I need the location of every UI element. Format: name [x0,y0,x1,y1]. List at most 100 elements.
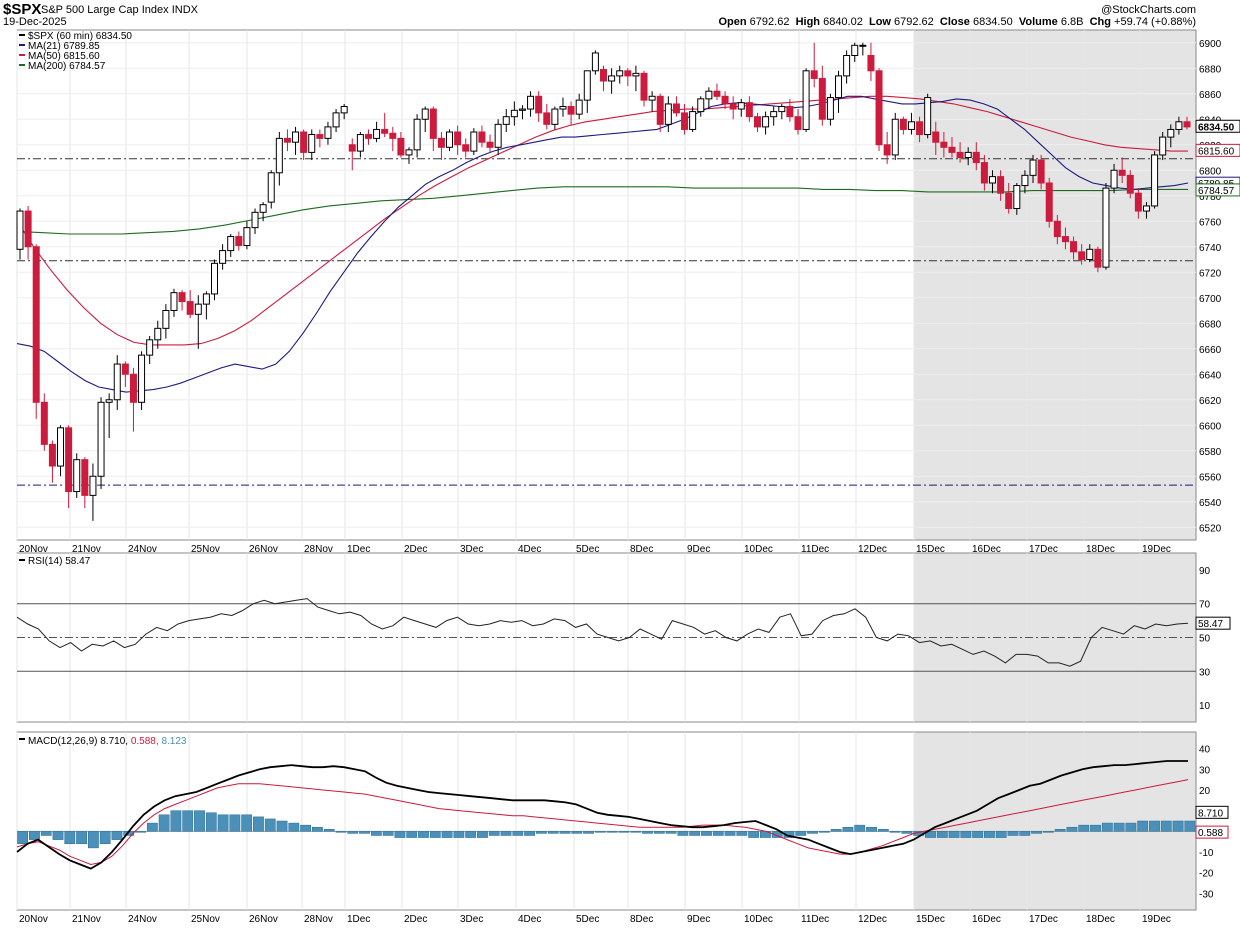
price-tag-label: 6784.57 [1198,186,1235,197]
candle-body [980,162,988,184]
macd-histogram-bar [807,831,818,834]
candle-body [705,90,713,100]
x-tick-label: 26Nov [249,914,278,925]
x-tick-label: 24Nov [128,914,157,925]
macd-histogram-bar [500,831,512,836]
macd-histogram-bar [323,829,335,832]
macd-histogram-bar [135,831,146,833]
candle-body [681,112,689,130]
high-label: High [795,16,821,28]
candle-body [1126,174,1134,194]
legend-entry: MA(50) 6815.60 [28,51,100,62]
macd-histogram-bar [1054,829,1066,832]
candle-body [891,118,899,156]
price-tag-label: 6834.50 [1198,122,1235,133]
candle-body [478,131,486,143]
candle-body [413,118,421,151]
rsi-y-tick: 30 [1199,667,1211,678]
candle-body [397,137,405,156]
candle-body [956,151,964,158]
macd-histogram-bar [288,822,300,832]
candle-body [1175,121,1183,130]
candle-body [745,102,753,118]
x-tick-label: 18Dec [1086,914,1115,925]
candle-body [1094,248,1102,268]
macd-histogram-bar [264,818,276,832]
macd-histogram-bar [300,824,311,832]
candle-body [486,141,494,148]
candle-body [1045,182,1053,222]
brand-logo[interactable]: @StockCharts.com [1101,4,1196,16]
macd-histogram-bar [1078,824,1090,832]
macd-histogram-bar [17,831,29,845]
future-shade-price [914,30,1196,540]
rsi-y-tick: 50 [1199,634,1211,645]
legend-swatch [19,44,25,46]
rsi-y-tick: 70 [1199,600,1211,611]
macd-histogram-bar [359,831,370,834]
candle-body [591,52,599,72]
macd-histogram-bar [866,826,877,832]
legend-swatch [19,34,25,36]
candle-body [713,90,721,97]
candle-body [32,246,40,403]
macd-histogram-bar [29,831,40,840]
macd-histogram-bar [347,831,359,834]
x-tick-label: 8Dec [630,544,653,555]
candle-body [989,176,996,184]
x-tick-label: 5Dec [576,544,599,555]
candle-body [575,99,583,115]
candle-body [129,373,137,403]
x-tick-label: 19Dec [1142,544,1171,555]
candle-body [940,141,948,148]
macd-histogram-bar [901,831,913,834]
macd-histogram-bar [1160,820,1172,832]
candle-body [997,176,1005,194]
candle-body [972,151,980,164]
candle-body [859,44,867,47]
macd-histogram-bar [984,831,995,838]
price-tag-label: 6815.60 [1198,146,1235,157]
x-tick-label: 4Dec [518,544,541,555]
macd-histogram-bar [630,831,642,833]
macd-histogram-bar [1031,831,1042,834]
candle-body [324,126,332,139]
candle-body [121,363,129,375]
candle-body [835,75,843,99]
candle-body [356,134,364,152]
candle-body [154,327,162,341]
rsi-line [16,598,1189,667]
y-tick-label: 6800 [1199,166,1222,177]
macd-line [16,760,1188,870]
volume-value: 6.8B [1060,16,1084,28]
macd-histogram-bar [394,831,406,838]
macd-histogram-bar [677,831,689,836]
candle-body [867,55,875,72]
y-tick-label: 6780 [1199,192,1222,203]
candle-body [1086,248,1094,261]
candle-body [243,227,251,246]
macd-histogram-bar [429,831,441,838]
candle-body [348,144,356,152]
macd-histogram-bar [477,831,488,838]
macd-histogram-bar [335,831,347,833]
macd-y-tick: -20 [1199,869,1214,880]
macd-legend-value: 0.588, [131,736,162,747]
candle-body [932,131,940,143]
candle-body [227,236,235,252]
x-tick-label: 20Nov [19,914,48,925]
candle-body [899,118,907,130]
macd-histogram-bar [1101,822,1113,832]
macd-histogram-bar [665,831,677,834]
candle-body [567,106,575,115]
macd-histogram-bar [618,831,630,833]
candle-body [1167,128,1175,138]
candle-body [1021,174,1029,187]
macd-legend-swatch [19,738,25,740]
candle-body [1102,187,1110,268]
candle-body [826,97,834,120]
y-tick-label: 6620 [1199,396,1222,407]
x-tick-label: 16Dec [972,914,1001,925]
volume-label: Volume [1018,16,1058,28]
